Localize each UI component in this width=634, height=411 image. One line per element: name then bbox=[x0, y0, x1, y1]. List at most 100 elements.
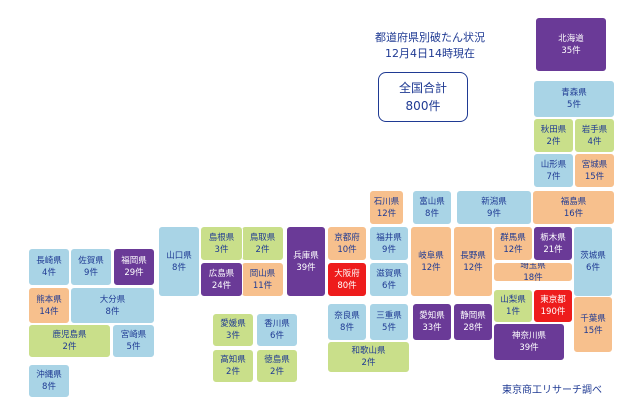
prefecture-count: 2件 bbox=[255, 244, 270, 255]
title-line-2: 12月4日14時現在 bbox=[385, 47, 475, 60]
prefecture-saga: 佐賀県 9件 bbox=[70, 248, 112, 286]
prefecture-name: 青森県 bbox=[561, 88, 587, 98]
prefecture-nara: 奈良県 8件 bbox=[327, 303, 367, 341]
prefecture-name: 奈良県 bbox=[334, 311, 360, 321]
prefecture-tochigi: 栃木県 21件 bbox=[533, 226, 573, 261]
prefecture-yamanashi: 山梨県 1件 bbox=[493, 289, 533, 323]
prefecture-count: 5件 bbox=[382, 323, 396, 333]
prefecture-count: 39件 bbox=[296, 262, 316, 273]
prefecture-name: 沖縄県 bbox=[36, 370, 62, 380]
prefecture-name: 石川県 bbox=[373, 196, 400, 207]
prefecture-name: 鹿児島県 bbox=[52, 330, 87, 340]
national-total-value: 800件 bbox=[405, 99, 441, 113]
prefecture-osaka: 大阪府 80件 bbox=[327, 262, 367, 297]
prefecture-count: 3件 bbox=[226, 331, 240, 341]
prefecture-name: 北海道 bbox=[558, 33, 584, 44]
prefecture-name: 愛知県 bbox=[419, 311, 445, 321]
prefecture-count: 2件 bbox=[226, 367, 240, 377]
prefecture-miyazaki: 宮崎県 5件 bbox=[112, 324, 155, 358]
prefecture-fukuoka: 福岡県 29件 bbox=[113, 248, 155, 286]
prefecture-count: 80件 bbox=[337, 280, 357, 291]
prefecture-miyagi: 宮城県 15件 bbox=[574, 153, 615, 188]
prefecture-name: 山口県 bbox=[166, 250, 192, 261]
prefecture-count: 12件 bbox=[503, 244, 523, 255]
prefecture-name: 佐賀県 bbox=[78, 256, 104, 266]
title-line-1: 都道府県別破たん状況 bbox=[375, 31, 485, 44]
prefecture-tottori: 鳥取県 2件 bbox=[241, 226, 284, 261]
prefecture-name: 福島県 bbox=[560, 196, 587, 207]
prefecture-count: 8件 bbox=[425, 208, 439, 219]
prefecture-count: 18件 bbox=[523, 273, 543, 282]
prefecture-name: 長崎県 bbox=[36, 256, 62, 266]
prefecture-hyogo: 兵庫県 39件 bbox=[286, 226, 326, 297]
prefecture-count: 12件 bbox=[376, 208, 397, 219]
prefecture-okayama: 岡山県 11件 bbox=[241, 262, 284, 297]
prefecture-kagoshima: 鹿児島県 2件 bbox=[28, 324, 111, 358]
prefecture-name: 千葉県 bbox=[580, 313, 606, 324]
prefecture-name: 秋田県 bbox=[540, 124, 567, 135]
prefecture-count: 29件 bbox=[124, 268, 144, 278]
prefecture-ehime: 愛媛県 3件 bbox=[212, 313, 254, 347]
prefecture-oita: 大分県 8件 bbox=[70, 287, 155, 324]
national-total-box: 全国合計 800件 bbox=[378, 72, 468, 122]
prefecture-kanagawa: 神奈川県 39件 bbox=[493, 323, 565, 361]
prefecture-name: 新潟県 bbox=[481, 196, 507, 207]
prefecture-tokyo: 東京都 190件 bbox=[533, 289, 573, 323]
prefecture-aomori: 青森県 5件 bbox=[533, 80, 615, 118]
prefecture-name: 熊本県 bbox=[36, 294, 62, 305]
prefecture-count: 4件 bbox=[587, 136, 602, 147]
prefecture-mie: 三重県 5件 bbox=[369, 303, 409, 341]
prefecture-shizuoka: 静岡県 28件 bbox=[453, 303, 493, 341]
prefecture-name: 徳島県 bbox=[264, 355, 290, 365]
prefecture-name: 大分県 bbox=[99, 294, 126, 305]
prefecture-saitama: 埼玉県 18件 bbox=[493, 262, 573, 282]
prefecture-name: 香川県 bbox=[264, 319, 290, 329]
prefecture-toyama: 富山県 8件 bbox=[412, 190, 452, 225]
prefecture-count: 15件 bbox=[584, 171, 605, 182]
prefecture-name: 大阪府 bbox=[334, 268, 360, 279]
prefecture-count: 8件 bbox=[105, 306, 120, 317]
prefecture-tokushima: 徳島県 2件 bbox=[256, 349, 298, 383]
prefecture-count: 4件 bbox=[42, 268, 56, 278]
prefecture-count: 1件 bbox=[506, 307, 520, 317]
prefecture-name: 岐阜県 bbox=[418, 250, 444, 261]
prefecture-count: 11件 bbox=[252, 280, 273, 291]
prefecture-name: 山梨県 bbox=[500, 295, 526, 305]
prefecture-count: 6件 bbox=[382, 280, 396, 291]
prefecture-name: 栃木県 bbox=[540, 232, 566, 243]
prefecture-count: 8件 bbox=[42, 382, 56, 392]
prefecture-name: 宮城県 bbox=[581, 159, 608, 170]
prefecture-count: 2件 bbox=[62, 342, 77, 352]
prefecture-count: 10件 bbox=[337, 244, 357, 255]
prefecture-name: 滋賀県 bbox=[376, 268, 402, 279]
prefecture-name: 広島県 bbox=[208, 268, 235, 279]
prefecture-shiga: 滋賀県 6件 bbox=[369, 262, 409, 297]
prefecture-count: 190件 bbox=[540, 307, 566, 317]
prefecture-name: 高知県 bbox=[220, 355, 246, 365]
prefecture-count: 2件 bbox=[361, 358, 376, 368]
prefecture-name: 鳥取県 bbox=[249, 232, 276, 243]
prefecture-wakayama: 和歌山県 2件 bbox=[327, 341, 410, 373]
prefecture-name: 愛媛県 bbox=[220, 319, 246, 329]
national-total-label: 全国合計 bbox=[398, 81, 447, 95]
source-credit: 東京商工リサーチ調べ bbox=[502, 385, 602, 396]
prefecture-fukui: 福井県 9件 bbox=[369, 226, 409, 261]
prefecture-kyoto: 京都府 10件 bbox=[327, 226, 367, 261]
prefecture-name: 福岡県 bbox=[121, 256, 147, 266]
prefecture-aichi: 愛知県 33件 bbox=[412, 303, 452, 341]
prefecture-name: 岡山県 bbox=[249, 268, 276, 279]
prefecture-count: 16件 bbox=[563, 208, 584, 219]
prefecture-kagawa: 香川県 6件 bbox=[256, 313, 298, 347]
prefecture-count: 28件 bbox=[463, 323, 483, 333]
prefecture-name: 宮崎県 bbox=[120, 330, 147, 340]
prefecture-name: 茨城県 bbox=[580, 250, 606, 261]
prefecture-name: 静岡県 bbox=[460, 311, 486, 321]
prefecture-name: 京都府 bbox=[334, 232, 360, 243]
prefecture-count: 33件 bbox=[422, 323, 442, 333]
prefecture-name: 和歌山県 bbox=[351, 346, 386, 356]
prefecture-gunma: 群馬県 12件 bbox=[493, 226, 533, 261]
prefecture-fukushima: 福島県 16件 bbox=[532, 190, 615, 225]
prefecture-count: 5件 bbox=[126, 342, 141, 352]
prefecture-count: 3件 bbox=[214, 244, 229, 255]
prefecture-count: 12件 bbox=[421, 262, 441, 273]
